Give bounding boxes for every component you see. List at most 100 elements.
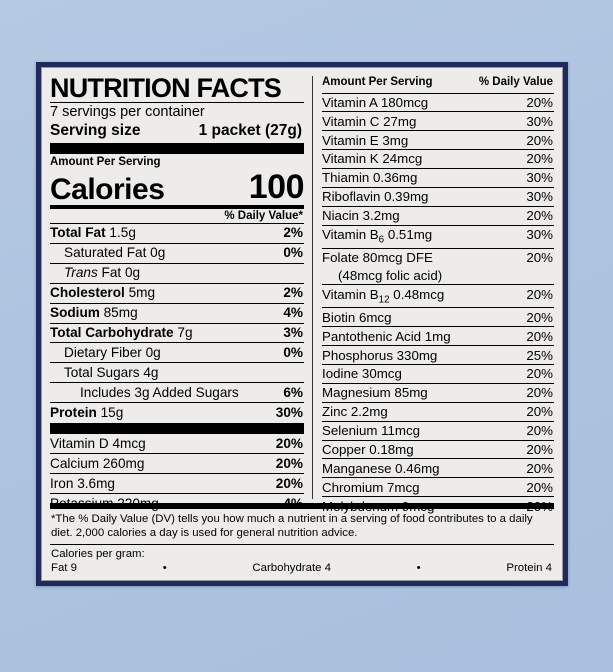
nutrient-row-added-sugars: Includes 3g Added Sugars 6% — [50, 382, 304, 402]
nutrient-dv: 20% — [526, 460, 553, 476]
nutrient-name: Chromium 7mcg — [322, 479, 420, 495]
footnote-divider — [50, 503, 554, 510]
nutrient-name: Includes 3g Added Sugars — [80, 384, 239, 400]
nutrient-name: Vitamin A 180mcg — [322, 94, 429, 110]
nutrient-dv: 20% — [275, 475, 303, 491]
cpg-bullet-2: • — [416, 562, 421, 575]
nutrient-name: Saturated Fat 0g — [64, 245, 166, 261]
nutrient-name: Thiamin 0.36mg — [322, 170, 418, 186]
nutrient-dv: 2% — [283, 285, 303, 301]
micronutrient-row-vitamin-e: Vitamin E 3mg 20% — [322, 131, 554, 151]
divider-bar-secondary — [50, 423, 304, 435]
nutrient-name: Vitamin D 4mcg — [50, 435, 146, 451]
cpg-bullet-1: • — [162, 562, 167, 575]
micronutrient-row-vitamin-c: Vitamin C 27mg 30% — [322, 112, 554, 132]
nutrient-name: Riboflavin 0.39mg — [322, 189, 429, 205]
micronutrient-row-niacin: Niacin 3.2mg 20% — [322, 207, 554, 226]
nutrient-name: Copper 0.18mg — [322, 441, 414, 457]
nutrient-name: Trans Fat 0g — [64, 265, 141, 281]
column-divider — [312, 76, 313, 500]
micronutrient-row-biotin: Biotin 6mcg 20% — [322, 308, 554, 328]
divider-bar-top — [50, 143, 304, 155]
micronutrient-row-vitamin-a: Vitamin A 180mcg 20% — [322, 94, 554, 113]
nutrient-dv: 20% — [526, 328, 553, 344]
nutrient-name: Magnesium 85mg — [322, 385, 428, 401]
micronutrient-row-zinc: Zinc 2.2mg 20% — [322, 403, 554, 422]
nutrient-row-cholesterol: Cholesterol 5mg 2% — [50, 282, 304, 303]
micronutrient-row-selenium: Selenium 11mcg 20% — [322, 422, 554, 441]
nutrient-dv: 20% — [526, 441, 553, 457]
nutrient-name: Pantothenic Acid 1mg — [322, 328, 451, 344]
amount-per-serving-label: Amount Per Serving — [50, 156, 161, 169]
nutrient-dv: 20% — [526, 94, 553, 110]
nutrient-name: Cholesterol 5mg — [50, 285, 156, 301]
nutrient-name: Calcium 260mg — [50, 455, 145, 471]
nutrient-dv: 20% — [526, 479, 553, 495]
serving-size-label: Serving size — [50, 121, 141, 139]
nutrient-dv: 20% — [526, 249, 553, 265]
calories-per-gram-label: Calories per gram: — [51, 547, 145, 560]
label-columns: NUTRITION FACTS 7 servings per container… — [50, 74, 554, 514]
nutrient-name: Zinc 2.2mg — [322, 404, 388, 420]
micronutrient-row-chromium: Chromium 7mcg 20% — [322, 478, 554, 498]
micronutrient-row-folic-acid-note: (48mcg folic acid) — [322, 267, 554, 286]
nutrient-dv: 20% — [526, 208, 553, 224]
nutrient-dv: 2% — [283, 225, 303, 241]
micronutrient-row-folate: Folate 80mcg DFE 20% — [322, 249, 554, 267]
label-frame: NUTRITION FACTS 7 servings per container… — [36, 62, 568, 586]
nutrient-dv: 30% — [526, 113, 553, 129]
nutrient-row-vitamin-d: Vitamin D 4mcg 20% — [50, 434, 304, 453]
micronutrient-row-vitamin-b6: Vitamin B6 0.51mg 30% — [322, 226, 554, 249]
right-column-header: Amount Per Serving % Daily Value — [322, 74, 554, 94]
serving-size-value: 1 packet (27g) — [198, 121, 302, 139]
nutrient-dv: 0% — [283, 344, 303, 360]
nutrient-dv: 25% — [526, 347, 553, 363]
nutrient-name: Vitamin E 3mg — [322, 132, 409, 148]
secondary-nutrient-list: Vitamin D 4mcg 20% Calcium 260mg 20% Iro… — [50, 434, 304, 513]
left-column: NUTRITION FACTS 7 servings per container… — [50, 74, 312, 511]
calories-row: Calories 100 — [50, 170, 305, 209]
micronutrient-row-pantothenic-acid: Pantothenic Acid 1mg 20% — [322, 327, 554, 347]
nutrient-row-sodium: Sodium 85mg 4% — [50, 302, 304, 323]
right-header-amount: Amount Per Serving — [322, 76, 433, 88]
daily-value-footnote: *The % Daily Value (DV) tells you how mu… — [50, 509, 554, 545]
micronutrient-row-iodine: Iodine 30mcg 20% — [322, 365, 554, 384]
nutrient-dv: 3% — [283, 325, 303, 341]
calories-per-gram-section: Calories per gram: Fat 9 • Carbohydrate … — [50, 545, 554, 576]
nutrient-name: Iodine 30mcg — [322, 366, 402, 382]
nutrient-dv: 30% — [526, 170, 553, 186]
nutrient-name: Total Sugars 4g — [64, 364, 159, 380]
nutrient-name: Phosphorus 330mg — [322, 347, 438, 363]
micronutrient-row-magnesium: Magnesium 85mg 20% — [322, 384, 554, 403]
nutrient-dv: 0% — [283, 245, 303, 261]
nutrient-name: Biotin 6mcg — [322, 309, 392, 325]
nutrient-row-total-sugars: Total Sugars 4g — [50, 362, 304, 382]
nutrient-row-calcium: Calcium 260mg 20% — [50, 453, 304, 473]
nutrient-name: Total Carbohydrate 7g — [50, 325, 193, 341]
nutrient-name: Manganese 0.46mg — [322, 460, 440, 476]
nutrient-dv: 6% — [283, 384, 303, 400]
nutrient-row-dietary-fiber: Dietary Fiber 0g 0% — [50, 342, 304, 362]
nutrient-dv: 4% — [283, 305, 303, 321]
micronutrient-row-vitamin-b12: Vitamin B12 0.48mcg 20% — [322, 285, 554, 309]
nutrient-dv: 30% — [526, 226, 553, 242]
nutrient-row-total-fat: Total Fat 1.5g 2% — [50, 224, 304, 243]
nutrient-dv: 30% — [275, 404, 303, 420]
nutrient-name: Dietary Fiber 0g — [64, 344, 161, 360]
nutrient-dv: 20% — [526, 309, 553, 325]
nutrient-name: Total Fat 1.5g — [50, 225, 136, 241]
nutrient-dv: 20% — [526, 385, 553, 401]
cpg-protein: Protein 4 — [506, 562, 552, 575]
calories-per-gram-row: Fat 9 • Carbohydrate 4 • Protein 4 — [51, 561, 552, 576]
nutrient-dv: 20% — [526, 423, 553, 439]
micronutrient-row-copper: Copper 0.18mg 20% — [322, 441, 554, 460]
nutrient-row-protein: Protein 15g 30% — [50, 402, 304, 422]
nutrient-dv: 30% — [526, 189, 553, 205]
micronutrient-row-thiamin: Thiamin 0.36mg 30% — [322, 169, 554, 188]
nutrient-row-saturated-fat: Saturated Fat 0g 0% — [50, 242, 304, 263]
nutrient-dv: 20% — [526, 404, 553, 420]
nutrient-name: Vitamin K 24mcg — [322, 151, 423, 167]
nutrient-dv: 20% — [275, 435, 303, 451]
micronutrient-row-vitamin-k: Vitamin K 24mcg 20% — [322, 150, 554, 170]
